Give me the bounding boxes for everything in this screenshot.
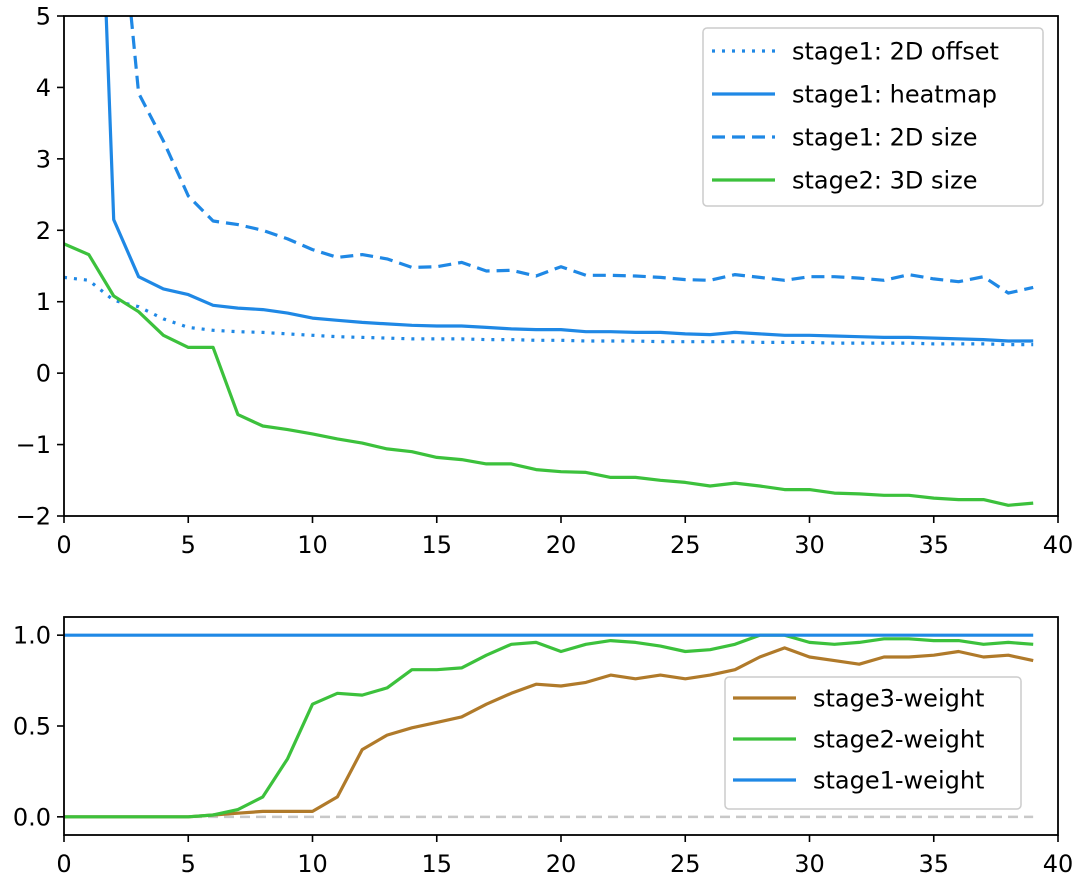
x-tick-label: 5 bbox=[181, 850, 196, 878]
x-tick-label: 10 bbox=[297, 531, 328, 559]
x-tick-label: 15 bbox=[421, 850, 452, 878]
x-tick-label: 20 bbox=[546, 531, 577, 559]
y-tick-label: 1 bbox=[36, 288, 51, 316]
y-tick-label: 3 bbox=[36, 145, 51, 173]
series-line-1-2 bbox=[104, 16, 1034, 343]
x-tick-label: 30 bbox=[794, 531, 825, 559]
y-tick-label: 0.5 bbox=[13, 713, 51, 741]
series-line-2-1 bbox=[64, 646, 1034, 819]
series-line-1-1 bbox=[64, 275, 1034, 347]
y-tick-label: 1.0 bbox=[13, 622, 51, 650]
bottom-plot: 0 5 10 15 20 25 30 35 400.00.51.0stage3-weightst… bbox=[13, 616, 1074, 878]
y-tick-label: 4 bbox=[36, 74, 51, 102]
legend: stage3-weight stage2-weight stage1-weight bbox=[724, 676, 1022, 810]
y-tick-label: 0 bbox=[36, 360, 51, 388]
x-tick-label: 40 bbox=[1043, 850, 1074, 878]
legend: stage1: 2D offset stage1: heatmap stage1: … bbox=[702, 27, 1044, 207]
legend-label: stage1-weight bbox=[813, 767, 984, 795]
legend-label: stage1: heatmap bbox=[792, 81, 997, 109]
legend-label: stage2: 3D size bbox=[792, 167, 978, 195]
legend-label: stage3-weight bbox=[813, 685, 984, 713]
x-tick-label: 20 bbox=[546, 850, 577, 878]
x-tick-label: 15 bbox=[421, 531, 452, 559]
x-tick-label: 5 bbox=[181, 531, 196, 559]
y-tick-label: −1 bbox=[16, 431, 51, 459]
x-tick-label: 30 bbox=[794, 850, 825, 878]
legend-box bbox=[702, 27, 1044, 207]
legend-label: stage1: 2D offset bbox=[792, 38, 999, 66]
x-tick-label: 40 bbox=[1043, 531, 1074, 559]
y-tick-label: 5 bbox=[36, 3, 51, 31]
legend-label: stage2-weight bbox=[813, 726, 984, 754]
y-tick-label: 0.0 bbox=[13, 803, 51, 831]
x-tick-label: 0 bbox=[56, 850, 71, 878]
x-tick-label: 25 bbox=[670, 531, 701, 559]
legend-box bbox=[724, 676, 1022, 810]
legend-label: stage1: 2D size bbox=[792, 124, 978, 152]
series-group bbox=[64, 633, 1034, 819]
x-tick-label: 0 bbox=[56, 531, 71, 559]
series-line-1-3 bbox=[129, 16, 1034, 295]
x-tick-label: 10 bbox=[297, 850, 328, 878]
series-line-2-2 bbox=[64, 633, 1034, 819]
y-tick-label: 2 bbox=[36, 217, 51, 245]
series-line-1-4 bbox=[64, 242, 1034, 507]
x-tick-label: 25 bbox=[670, 850, 701, 878]
x-tick-label: 35 bbox=[918, 850, 949, 878]
top-plot: 0 5 10 15 20 25 30 35 40 −2 −1 0 1 2 3 4 5 stage1: 2D off… bbox=[16, 3, 1074, 560]
series-group bbox=[64, 16, 1034, 507]
y-tick-label: −2 bbox=[16, 503, 51, 531]
x-tick-label: 35 bbox=[918, 531, 949, 559]
